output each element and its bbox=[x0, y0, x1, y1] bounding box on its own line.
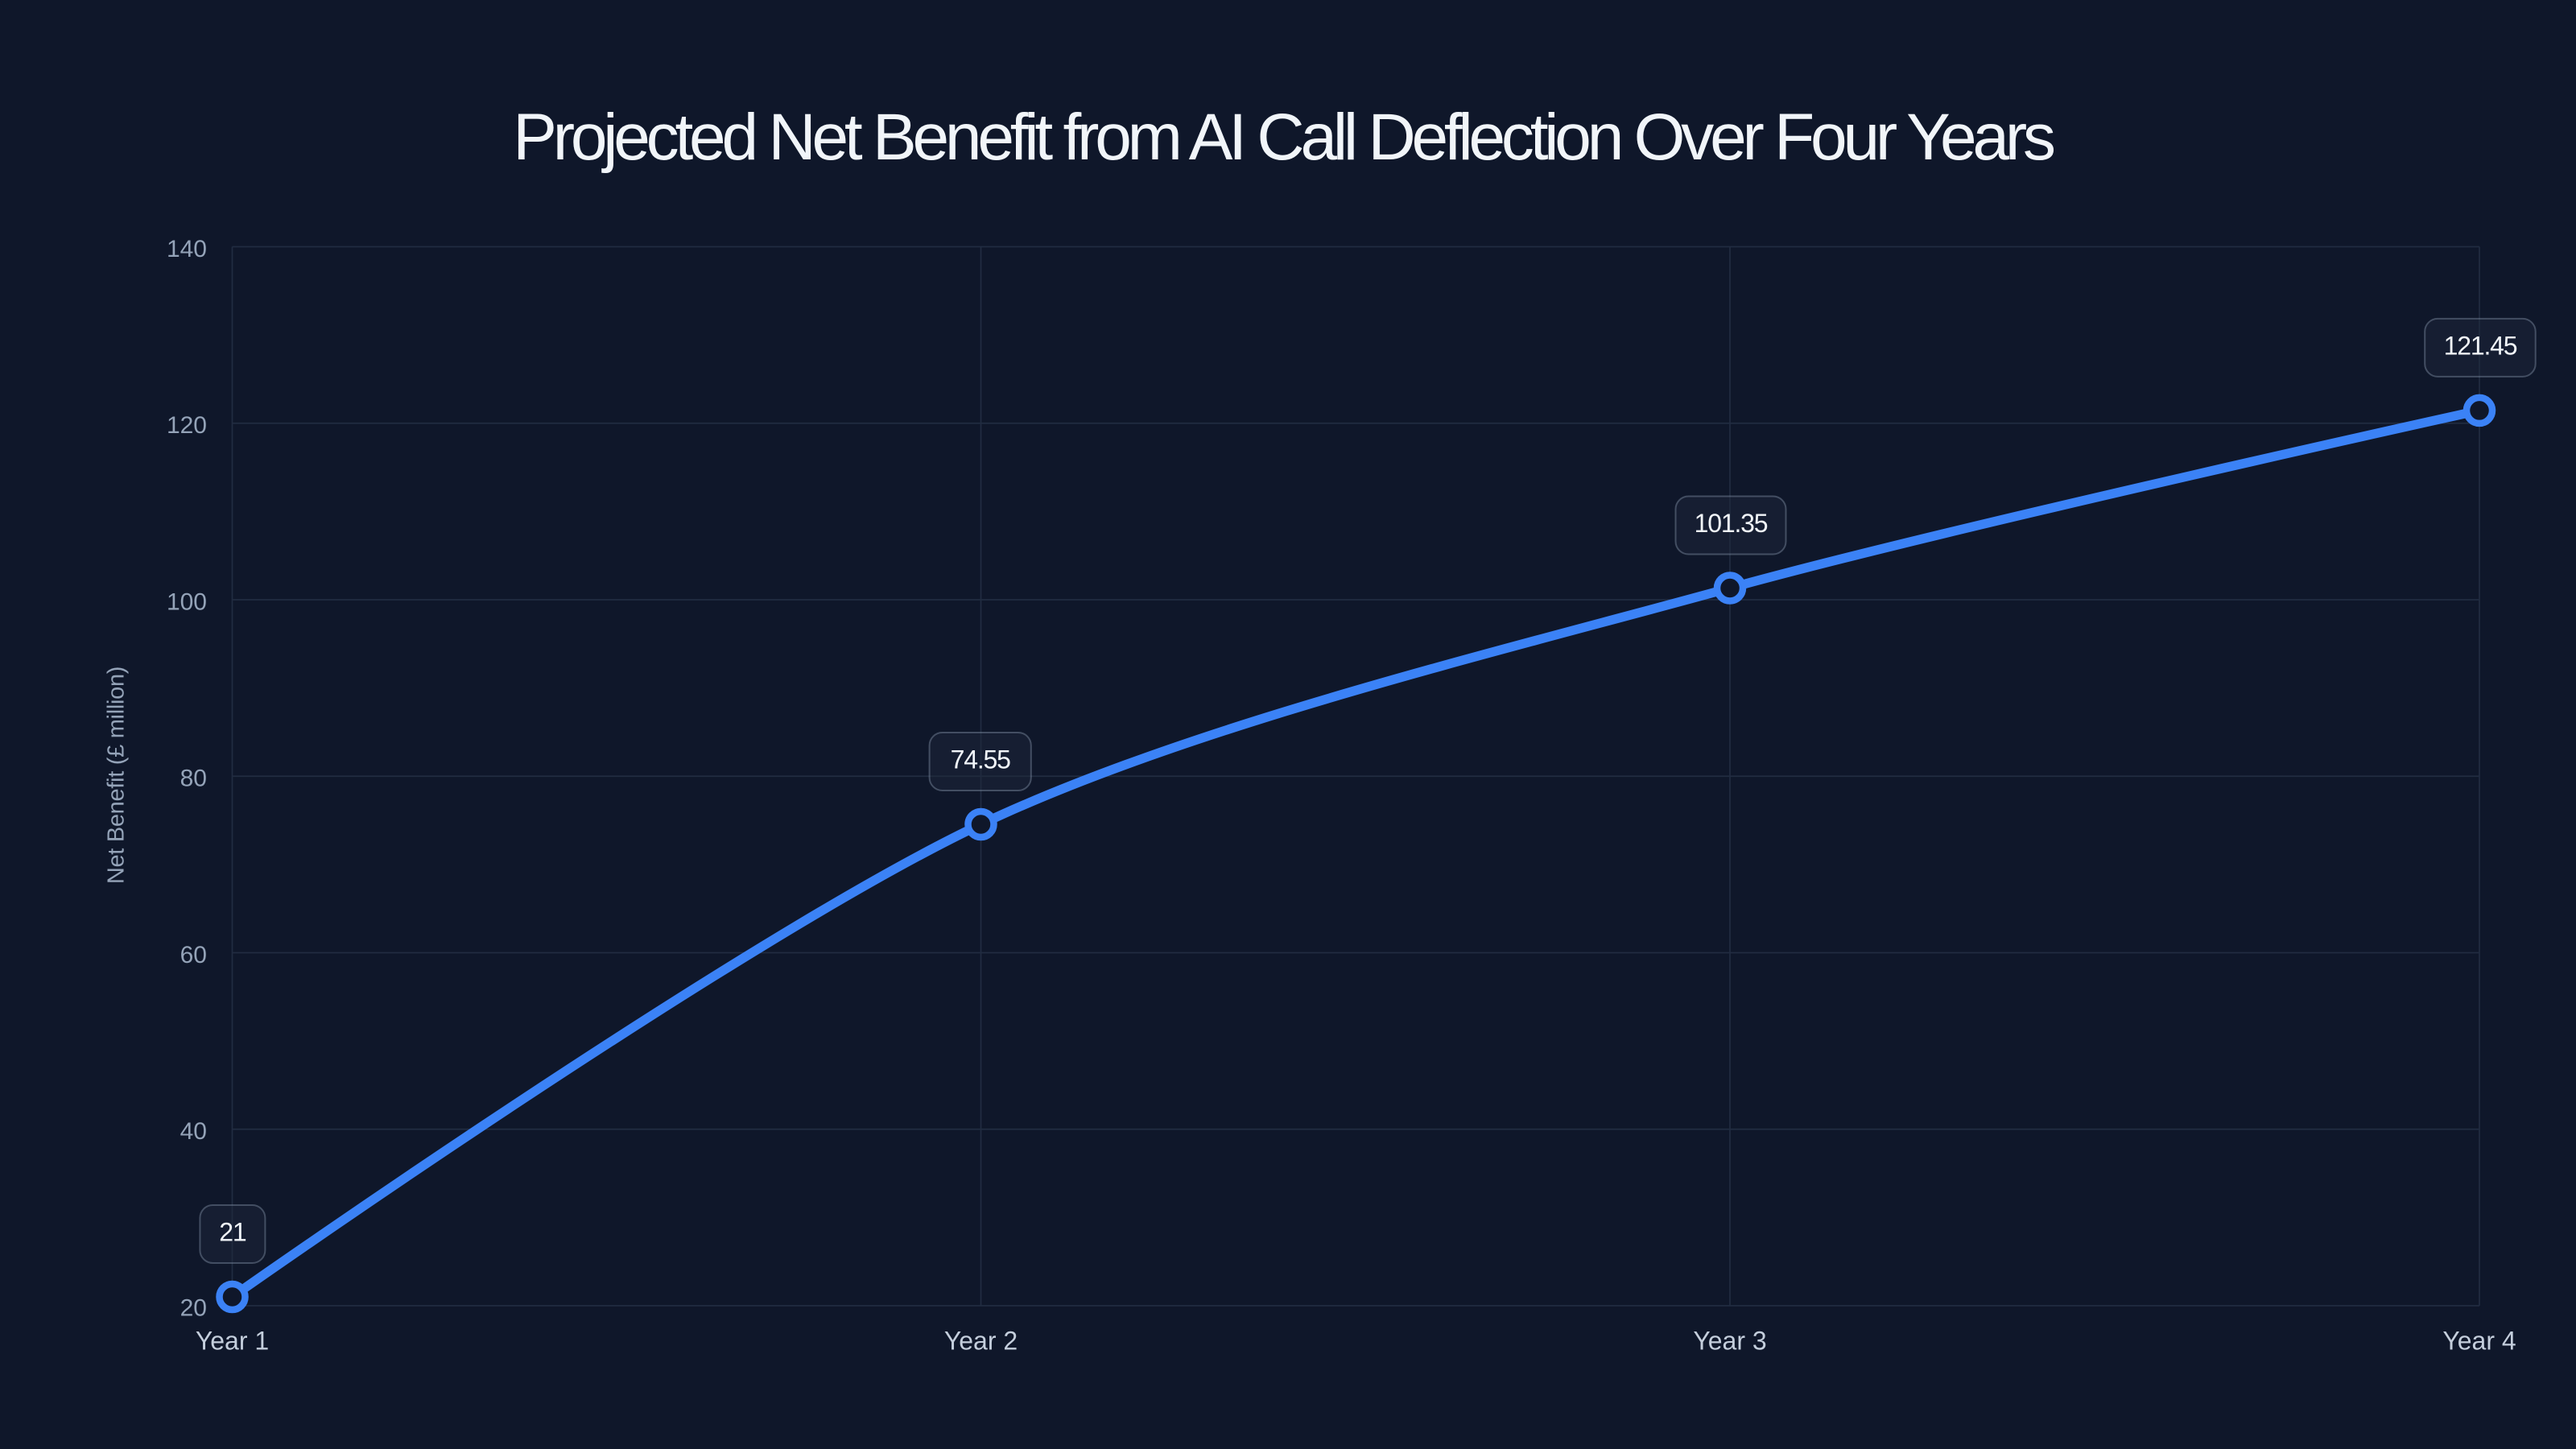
svg-text:40: 40 bbox=[180, 1118, 207, 1145]
svg-text:Year 4: Year 4 bbox=[2442, 1327, 2516, 1356]
svg-text:101.35: 101.35 bbox=[1695, 509, 1768, 538]
svg-text:74.55: 74.55 bbox=[951, 745, 1010, 774]
svg-text:Year 2: Year 2 bbox=[944, 1327, 1018, 1356]
svg-text:Net Benefit (£ million): Net Benefit (£ million) bbox=[104, 667, 130, 884]
svg-text:Year 1: Year 1 bbox=[196, 1327, 269, 1356]
svg-text:Year 3: Year 3 bbox=[1693, 1327, 1766, 1356]
svg-text:100: 100 bbox=[167, 588, 207, 615]
svg-text:20: 20 bbox=[180, 1294, 207, 1321]
svg-text:21: 21 bbox=[219, 1218, 246, 1247]
svg-text:60: 60 bbox=[180, 942, 207, 968]
svg-text:121.45: 121.45 bbox=[2444, 332, 2517, 361]
svg-text:120: 120 bbox=[167, 412, 207, 439]
svg-text:Projected Net Benefit from AI: Projected Net Benefit from AI Call Defle… bbox=[513, 101, 2054, 174]
svg-text:140: 140 bbox=[167, 236, 207, 262]
svg-text:80: 80 bbox=[180, 766, 207, 792]
